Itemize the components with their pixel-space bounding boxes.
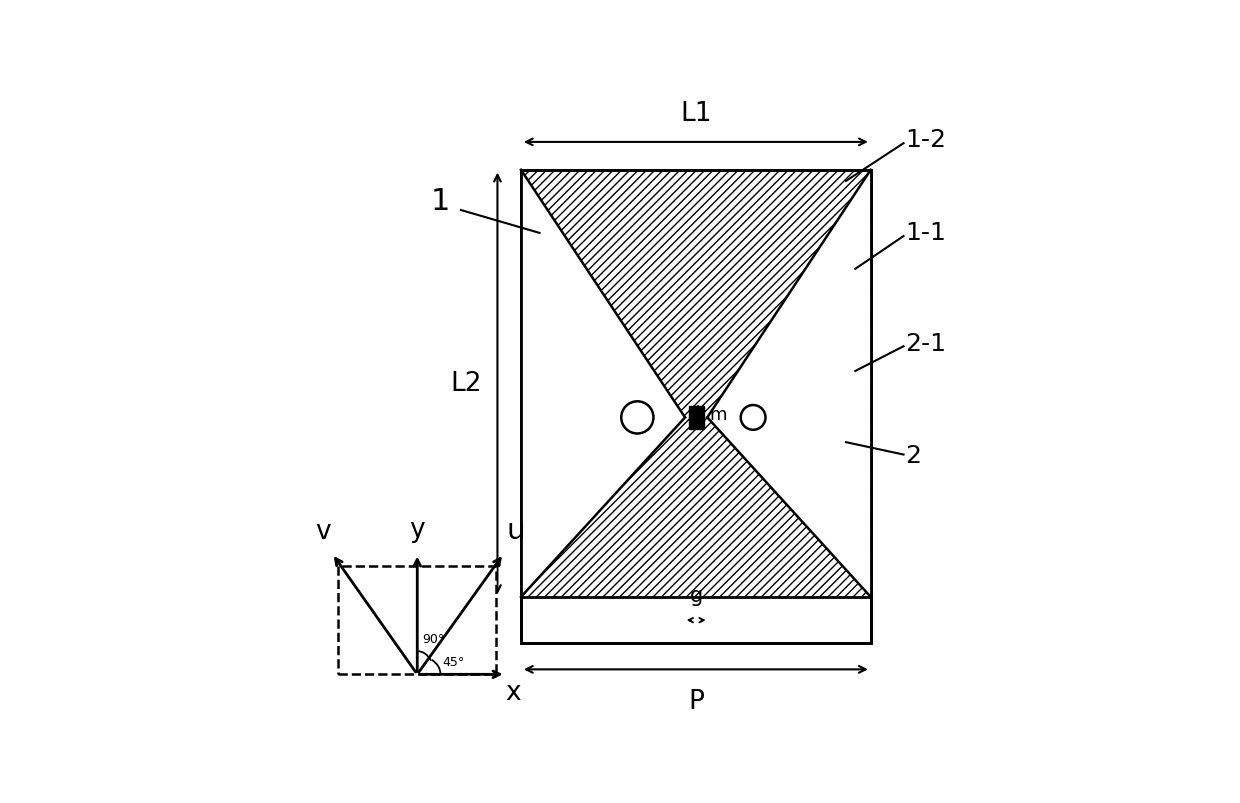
Bar — [339, 566, 496, 675]
Text: g: g — [689, 585, 703, 605]
Text: 1-1: 1-1 — [905, 220, 946, 244]
Text: y: y — [409, 517, 425, 543]
Bar — [521, 170, 870, 643]
Text: u: u — [507, 516, 526, 544]
Text: v: v — [315, 519, 331, 544]
Circle shape — [740, 406, 765, 430]
Text: L2: L2 — [450, 371, 482, 397]
Text: 90°: 90° — [423, 632, 444, 645]
Circle shape — [621, 402, 653, 434]
Text: m: m — [709, 406, 728, 424]
Text: x: x — [505, 679, 521, 705]
Text: P: P — [688, 688, 704, 714]
Bar — [521, 597, 870, 643]
Text: 1-2: 1-2 — [905, 128, 946, 152]
Text: 1: 1 — [430, 187, 450, 216]
Text: 45°: 45° — [441, 655, 464, 669]
Text: L1: L1 — [680, 101, 712, 127]
Polygon shape — [707, 170, 870, 597]
Bar — [521, 597, 870, 643]
Text: 2: 2 — [905, 443, 921, 467]
Bar — [688, 407, 703, 429]
Text: 2-1: 2-1 — [905, 332, 946, 356]
Bar — [521, 170, 870, 643]
Polygon shape — [521, 170, 684, 597]
